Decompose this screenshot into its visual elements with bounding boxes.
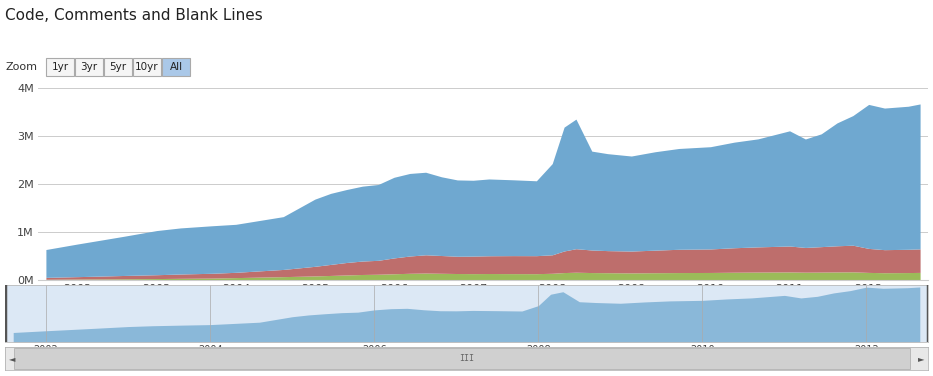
Text: ◄: ◄ (8, 354, 15, 363)
Text: Zoom: Zoom (5, 62, 37, 72)
Text: 1yr: 1yr (51, 62, 68, 72)
Text: Code, Comments and Blank Lines: Code, Comments and Blank Lines (5, 8, 262, 23)
Text: III: III (459, 354, 474, 363)
Text: 5yr: 5yr (109, 62, 127, 72)
Text: 10yr: 10yr (135, 62, 159, 72)
Text: 3yr: 3yr (80, 62, 98, 72)
Text: ►: ► (918, 354, 925, 363)
Text: All: All (170, 62, 183, 72)
